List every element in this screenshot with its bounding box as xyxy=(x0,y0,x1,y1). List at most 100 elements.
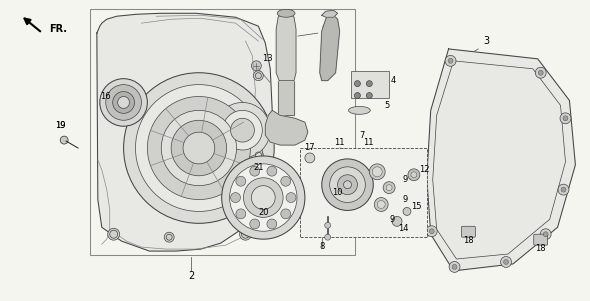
Text: 6: 6 xyxy=(322,24,327,33)
Polygon shape xyxy=(345,206,350,210)
Ellipse shape xyxy=(349,107,371,114)
Circle shape xyxy=(563,116,568,121)
Circle shape xyxy=(244,178,283,217)
Circle shape xyxy=(236,209,246,219)
Circle shape xyxy=(267,166,277,176)
Circle shape xyxy=(267,219,277,229)
Polygon shape xyxy=(369,182,373,187)
Text: 19: 19 xyxy=(55,121,65,130)
Circle shape xyxy=(236,176,246,186)
Circle shape xyxy=(222,110,263,150)
Bar xyxy=(352,71,389,98)
Circle shape xyxy=(355,81,360,87)
Text: 8: 8 xyxy=(319,242,324,251)
Circle shape xyxy=(215,102,270,158)
Circle shape xyxy=(253,71,263,81)
Polygon shape xyxy=(97,13,272,251)
Circle shape xyxy=(240,228,251,240)
Polygon shape xyxy=(364,196,368,200)
Polygon shape xyxy=(368,176,372,180)
Circle shape xyxy=(366,81,372,87)
Circle shape xyxy=(322,159,373,210)
FancyBboxPatch shape xyxy=(534,234,548,245)
Circle shape xyxy=(281,209,291,219)
Text: 19: 19 xyxy=(55,121,65,130)
Circle shape xyxy=(250,166,260,176)
Text: 11: 11 xyxy=(363,138,374,147)
Circle shape xyxy=(366,92,372,98)
Circle shape xyxy=(253,150,263,160)
Text: 13: 13 xyxy=(263,54,273,63)
Text: 3: 3 xyxy=(483,36,489,46)
Circle shape xyxy=(231,118,254,142)
Circle shape xyxy=(123,73,274,223)
Circle shape xyxy=(383,182,395,194)
Polygon shape xyxy=(320,13,340,81)
Circle shape xyxy=(411,172,417,178)
Circle shape xyxy=(324,234,330,240)
Polygon shape xyxy=(276,13,296,81)
Circle shape xyxy=(108,228,120,240)
Polygon shape xyxy=(352,205,356,209)
Polygon shape xyxy=(327,169,331,174)
Circle shape xyxy=(117,97,130,108)
Circle shape xyxy=(231,193,241,203)
Circle shape xyxy=(427,226,437,237)
Text: 16: 16 xyxy=(100,92,111,101)
Circle shape xyxy=(286,193,296,203)
Polygon shape xyxy=(266,110,308,145)
Circle shape xyxy=(543,232,548,237)
Circle shape xyxy=(250,219,260,229)
Circle shape xyxy=(369,164,385,180)
Polygon shape xyxy=(352,160,356,165)
Polygon shape xyxy=(364,169,368,174)
Ellipse shape xyxy=(277,9,295,17)
Text: 14: 14 xyxy=(398,224,408,233)
Circle shape xyxy=(106,85,142,120)
Polygon shape xyxy=(345,159,350,163)
Text: 5: 5 xyxy=(384,101,389,110)
Circle shape xyxy=(148,97,250,200)
Text: 20: 20 xyxy=(258,208,268,217)
Circle shape xyxy=(161,110,237,186)
Circle shape xyxy=(281,176,291,186)
Text: 10: 10 xyxy=(332,188,343,197)
Text: FR.: FR. xyxy=(50,24,67,34)
Circle shape xyxy=(60,136,68,144)
Circle shape xyxy=(355,92,360,98)
Text: 15: 15 xyxy=(411,203,421,211)
Text: 9: 9 xyxy=(403,194,408,203)
Circle shape xyxy=(230,164,297,231)
Polygon shape xyxy=(359,164,363,169)
Circle shape xyxy=(251,61,261,71)
FancyBboxPatch shape xyxy=(461,226,476,237)
Circle shape xyxy=(372,167,382,177)
Circle shape xyxy=(171,120,227,176)
Text: 21: 21 xyxy=(253,163,264,172)
Circle shape xyxy=(374,197,388,211)
Text: 12: 12 xyxy=(419,165,430,174)
Circle shape xyxy=(560,113,571,124)
Circle shape xyxy=(535,67,546,78)
Polygon shape xyxy=(339,205,343,209)
Circle shape xyxy=(386,185,392,191)
Polygon shape xyxy=(427,49,575,271)
Circle shape xyxy=(251,186,275,209)
Circle shape xyxy=(449,262,460,272)
Bar xyxy=(300,148,427,237)
Text: 11: 11 xyxy=(335,138,345,147)
Text: 7: 7 xyxy=(359,131,365,140)
Circle shape xyxy=(503,259,509,265)
Circle shape xyxy=(113,92,135,113)
Polygon shape xyxy=(323,176,327,180)
Bar xyxy=(90,9,355,255)
Polygon shape xyxy=(322,10,337,17)
Text: 9: 9 xyxy=(403,175,408,184)
Polygon shape xyxy=(368,189,372,194)
Text: 4: 4 xyxy=(391,76,396,85)
Polygon shape xyxy=(339,160,343,165)
Circle shape xyxy=(305,153,315,163)
Polygon shape xyxy=(332,164,336,169)
Circle shape xyxy=(392,216,402,226)
Circle shape xyxy=(100,79,148,126)
